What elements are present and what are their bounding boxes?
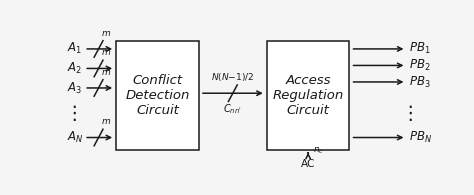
Text: Detection: Detection xyxy=(125,89,190,102)
Text: m: m xyxy=(101,117,110,126)
Text: m: m xyxy=(101,29,110,38)
Text: Access: Access xyxy=(285,74,331,87)
Bar xyxy=(116,41,199,150)
Text: $PB_{1}$: $PB_{1}$ xyxy=(410,41,431,57)
Text: Regulation: Regulation xyxy=(273,89,344,102)
Text: $C_{nn'}$: $C_{nn'}$ xyxy=(223,102,242,116)
Text: $A_{2}$: $A_{2}$ xyxy=(66,61,82,76)
Text: $n_c$: $n_c$ xyxy=(312,146,324,156)
Text: m: m xyxy=(101,68,110,77)
Text: $A_{1}$: $A_{1}$ xyxy=(66,41,82,57)
Bar xyxy=(267,41,349,150)
Text: $PB_{2}$: $PB_{2}$ xyxy=(410,58,431,73)
Text: ⋮: ⋮ xyxy=(64,104,84,123)
Text: $N(N{-}1)/2$: $N(N{-}1)/2$ xyxy=(211,71,255,83)
Text: ⋮: ⋮ xyxy=(401,104,420,123)
Text: $PB_{N}$: $PB_{N}$ xyxy=(410,130,432,145)
Text: $A_{3}$: $A_{3}$ xyxy=(66,80,82,96)
Text: AC: AC xyxy=(301,159,315,169)
Text: Circuit: Circuit xyxy=(136,104,179,117)
Text: $A_{N}$: $A_{N}$ xyxy=(66,130,83,145)
Text: $PB_{3}$: $PB_{3}$ xyxy=(410,74,431,90)
Text: m: m xyxy=(101,48,110,57)
Text: Circuit: Circuit xyxy=(287,104,329,117)
Text: Conflict: Conflict xyxy=(132,74,182,87)
